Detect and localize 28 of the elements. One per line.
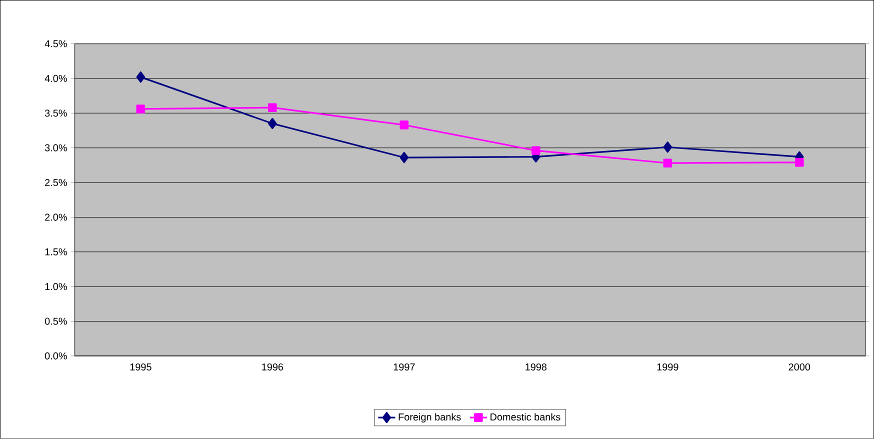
point xyxy=(268,118,277,130)
x-tick-label: 1999 xyxy=(657,364,678,371)
y-tick-label: 0.5% xyxy=(44,318,67,325)
y-tick-label: 2.0% xyxy=(45,214,67,221)
y-tick-label: 1.5% xyxy=(45,248,67,256)
point xyxy=(532,146,540,156)
y-tick-label: 3.0% xyxy=(44,144,67,152)
y-tick-label: 0.0% xyxy=(44,352,67,360)
y-tick-label: 1.0% xyxy=(45,283,67,290)
point xyxy=(400,152,409,164)
point xyxy=(400,120,409,130)
x-tick-label: 1995 xyxy=(130,364,152,371)
y-tick-label: 2.5% xyxy=(45,179,67,186)
point xyxy=(268,103,277,112)
point xyxy=(794,158,804,167)
y-tick-label: 4.5% xyxy=(44,40,67,48)
x-tick-label: 2000 xyxy=(788,364,810,371)
legend-label: Foreign banks xyxy=(398,413,461,423)
x-tick-label: 1997 xyxy=(394,364,415,371)
point xyxy=(136,104,146,114)
legend-label: Domestic banks xyxy=(490,413,560,421)
point xyxy=(136,72,146,83)
x-tick-label: 1996 xyxy=(262,364,284,371)
y-tick-label: 3.5% xyxy=(44,110,67,117)
point xyxy=(663,142,672,153)
point xyxy=(663,158,672,168)
x-tick-label: 1998 xyxy=(526,364,547,371)
y-tick-label: 4.0% xyxy=(44,75,67,82)
